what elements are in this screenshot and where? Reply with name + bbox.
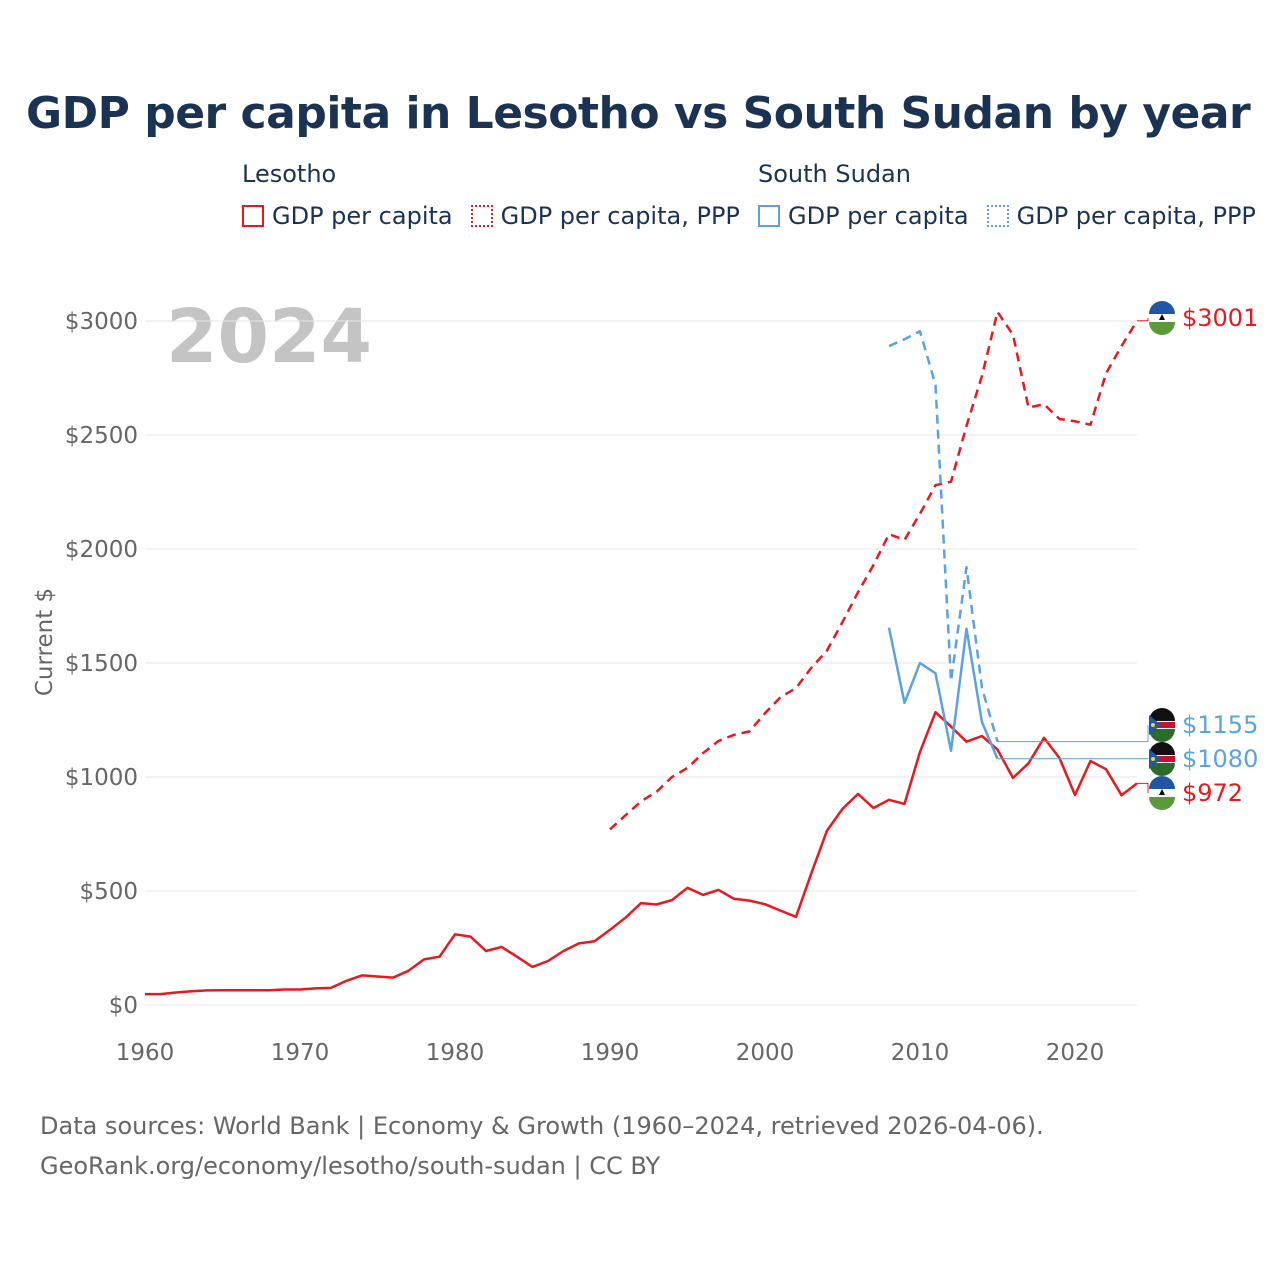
flag-hat xyxy=(1159,314,1165,320)
y-axis-label: Current $ xyxy=(32,588,58,696)
legend-label: GDP per capita xyxy=(788,202,969,230)
series-line-south-sudan-gdp-per-capita xyxy=(887,627,999,760)
legend-label: GDP per capita, PPP xyxy=(500,202,740,230)
x-tick-label: 1970 xyxy=(271,1040,330,1066)
end-label-connector xyxy=(1137,318,1149,322)
flag-black-band xyxy=(1149,708,1175,721)
x-tick-label: 1980 xyxy=(426,1040,485,1066)
y-tick-label: $1500 xyxy=(65,651,138,677)
flag-blue-band xyxy=(1149,776,1175,789)
sources-line-2[interactable]: GeoRank.org/economy/lesotho/south-sudan … xyxy=(40,1152,661,1180)
legend-item-south-sudan-gdp[interactable]: GDP per capita xyxy=(758,202,969,230)
data-sources: Data sources: World Bank | Economy & Gro… xyxy=(40,1106,1044,1186)
end-value-label: $1080 xyxy=(1182,745,1258,773)
legend-swatch-dotted-red xyxy=(470,205,493,227)
chart-title: GDP per capita in Lesotho vs South Sudan… xyxy=(26,88,1251,139)
y-tick-label: $2500 xyxy=(65,423,138,449)
flag-green-band xyxy=(1149,763,1175,776)
y-tick-label: $2000 xyxy=(65,537,138,563)
legend-group-south-sudan: South Sudan GDP per capita GDP per capit… xyxy=(758,160,1274,230)
end-value-label: $3001 xyxy=(1182,304,1258,332)
y-tick-label: $3000 xyxy=(65,309,138,335)
south-sudan-flag-icon xyxy=(1149,708,1175,742)
lesotho-flag-icon xyxy=(1149,776,1175,810)
sources-line-1: Data sources: World Bank | Economy & Gro… xyxy=(40,1112,1044,1140)
legend-label: GDP per capita xyxy=(272,202,453,230)
flag-black-band xyxy=(1149,742,1175,755)
flag-green-band xyxy=(1149,322,1175,335)
x-tick-label: 2020 xyxy=(1046,1040,1105,1066)
legend-swatch-dotted-blue xyxy=(986,205,1009,227)
end-value-label: $1155 xyxy=(1182,711,1258,739)
legend-item-lesotho-gdp[interactable]: GDP per capita xyxy=(242,202,453,230)
legend-country-lesotho: Lesotho xyxy=(242,160,337,188)
y-tick-label: $500 xyxy=(79,879,138,905)
year-watermark: 2024 xyxy=(166,294,372,380)
x-tick-label: 2000 xyxy=(736,1040,795,1066)
south-sudan-flag-icon xyxy=(1149,742,1175,776)
end-value-label: $972 xyxy=(1182,779,1243,807)
end-label-connector xyxy=(1137,782,1149,793)
legend-swatch-solid-blue xyxy=(758,205,780,227)
legend-swatch-solid-red xyxy=(242,205,264,227)
flag-green-band xyxy=(1149,797,1175,810)
x-tick-label: 1990 xyxy=(581,1040,640,1066)
flag-star xyxy=(1151,723,1155,727)
legend-item-south-sudan-gdp-ppp[interactable]: GDP per capita, PPP xyxy=(986,202,1256,230)
end-label-connector xyxy=(997,725,1149,743)
legend-label: GDP per capita, PPP xyxy=(1016,202,1256,230)
lesotho-flag-icon xyxy=(1149,301,1175,335)
x-tick-label: 2010 xyxy=(891,1040,950,1066)
y-tick-label: $0 xyxy=(109,993,138,1019)
x-tick-label: 1960 xyxy=(116,1040,175,1066)
series-line-lesotho-gdp-per-capita xyxy=(145,710,1138,996)
legend-item-lesotho-gdp-ppp[interactable]: GDP per capita, PPP xyxy=(470,202,740,230)
flag-red-band xyxy=(1149,756,1175,762)
flag-red-band xyxy=(1149,722,1175,728)
legend-group-lesotho: Lesotho GDP per capita GDP per capita, P… xyxy=(242,160,758,230)
flag-green-band xyxy=(1149,729,1175,742)
series-line-south-sudan-gdp-per-capita-ppp xyxy=(888,330,999,743)
y-tick-label: $1000 xyxy=(65,765,138,791)
flag-star xyxy=(1151,757,1155,761)
flag-hat xyxy=(1159,789,1165,795)
flag-blue-band xyxy=(1149,301,1175,314)
legend-country-south-sudan: South Sudan xyxy=(758,160,911,188)
series-line-lesotho-gdp-per-capita-ppp xyxy=(609,310,1139,831)
